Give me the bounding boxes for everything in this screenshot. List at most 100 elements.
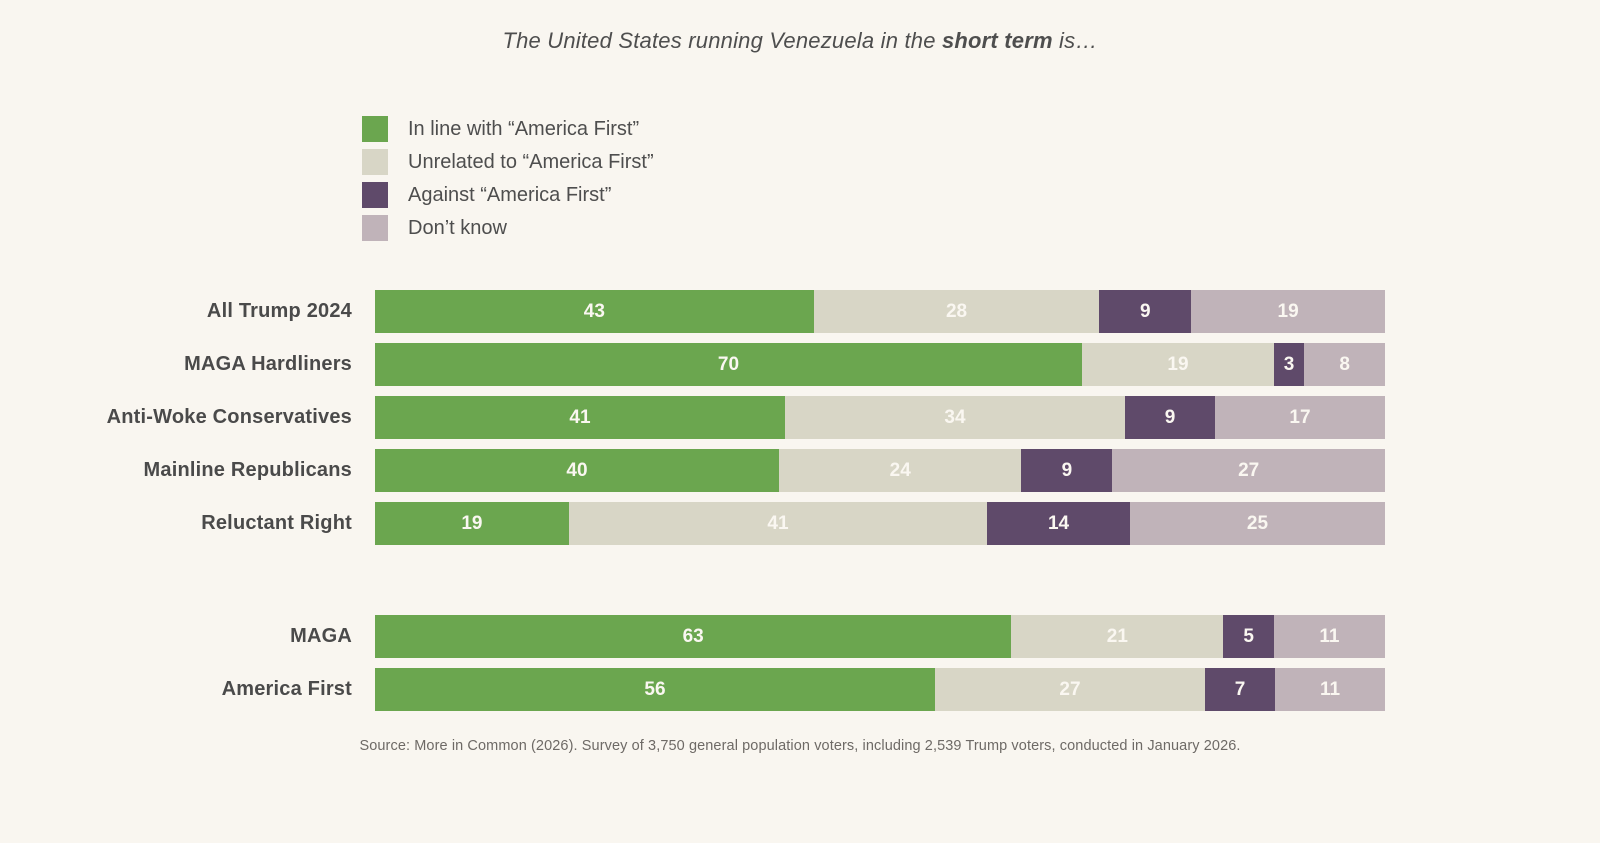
chart-row: Mainline Republicans 40 24 9 27: [0, 449, 1600, 492]
bar-segment-in-line-with-america-first: 41: [375, 396, 785, 439]
chart-row: MAGA Hardliners 70 19 3 8: [0, 343, 1600, 386]
bar-value: 14: [1047, 512, 1070, 534]
bar-segment-unrelated-to-america-first: 41: [568, 502, 988, 545]
bar-segment-against-america-first: 9: [1125, 396, 1215, 439]
chart-row: MAGA 63 21 5 11: [0, 615, 1600, 658]
bar-segment-in-line-with-america-first: 43: [375, 290, 814, 333]
bar-value: 70: [717, 353, 740, 375]
bar-value: 34: [944, 406, 966, 428]
chart-group-maga-americafirst: MAGA 63 21 5 11 America First 56 27 7 11: [0, 615, 1600, 711]
bar-segment-dont-know: 17: [1215, 396, 1385, 439]
category-label: MAGA: [290, 625, 352, 647]
bar-segment-against-america-first: 3: [1273, 343, 1305, 386]
chart-title-prefix: The United States running Venezuela in t…: [502, 28, 942, 53]
legend-label: Unrelated to “America First”: [408, 150, 654, 173]
bar-track: 41 34 9 17: [375, 396, 1385, 439]
chart-title-emphasis: short term: [941, 28, 1053, 53]
bar-value: 17: [1289, 406, 1311, 428]
source-note: Source: More in Common (2026). Survey of…: [359, 738, 1241, 754]
bar-value: 28: [945, 300, 968, 322]
category-label: America First: [221, 678, 352, 700]
legend-swatch-dont-know: [362, 215, 388, 241]
chart-title-suffix: is…: [1052, 28, 1098, 53]
bar-value: 63: [682, 625, 704, 647]
category-label: All Trump 2024: [206, 300, 352, 322]
bar-track: 40 24 9 27: [375, 449, 1386, 492]
legend-swatch-unrelated-to-america-first: [362, 149, 388, 175]
legend-item-against-america-first: Against “America First”: [362, 182, 654, 208]
chart-title: The United States running Venezuela in t…: [0, 28, 1600, 54]
bar-segment-against-america-first: 14: [987, 502, 1130, 545]
bar-segment-in-line-with-america-first: 56: [375, 668, 935, 711]
bar-segment-dont-know: 27: [1112, 449, 1386, 492]
legend-label: In line with “America First”: [408, 117, 640, 140]
bar-value: 5: [1243, 625, 1254, 647]
legend-label: Don’t know: [408, 216, 507, 239]
category-label: Mainline Republicans: [143, 459, 352, 481]
bar-value: 25: [1246, 512, 1269, 534]
bar-value: 3: [1283, 353, 1295, 375]
bar-track: 56 27 7 11: [375, 668, 1385, 711]
legend-item-dont-know: Don’t know: [362, 215, 654, 241]
bar-value: 43: [583, 300, 605, 322]
bar-track: 43 28 9 19: [375, 290, 1385, 333]
bar-segment-unrelated-to-america-first: 19: [1082, 343, 1274, 386]
bar-segment-unrelated-to-america-first: 27: [935, 668, 1205, 711]
bar-value: 19: [461, 512, 483, 534]
bar-segment-against-america-first: 9: [1099, 290, 1192, 333]
bar-value: 56: [644, 678, 666, 700]
category-label: Anti-Woke Conservatives: [106, 406, 352, 428]
bar-segment-dont-know: 11: [1275, 668, 1385, 711]
bar-value: 11: [1319, 678, 1341, 700]
bar-segment-unrelated-to-america-first: 28: [813, 290, 1100, 333]
bar-segment-unrelated-to-america-first: 34: [785, 396, 1125, 439]
category-label: MAGA Hardliners: [184, 353, 352, 375]
bar-segment-unrelated-to-america-first: 21: [1011, 615, 1224, 658]
legend-item-in-line-with-america-first: In line with “America First”: [362, 116, 654, 142]
bar-value: 27: [1059, 678, 1081, 700]
bar-segment-dont-know: 11: [1273, 615, 1385, 658]
bar-value: 7: [1234, 678, 1246, 700]
bar-segment-in-line-with-america-first: 63: [375, 615, 1012, 658]
legend-swatch-against-america-first: [362, 182, 388, 208]
bar-value: 41: [569, 406, 591, 428]
bar-value: 19: [1277, 300, 1299, 322]
legend-item-unrelated-to-america-first: Unrelated to “America First”: [362, 149, 654, 175]
group-gap: [0, 555, 1600, 615]
bar-segment-in-line-with-america-first: 70: [375, 343, 1082, 386]
chart-row: America First 56 27 7 11: [0, 668, 1600, 711]
legend-swatch-in-line-with-america-first: [362, 116, 388, 142]
chart-row: Anti-Woke Conservatives 41 34 9 17: [0, 396, 1600, 439]
bar-value: 40: [566, 459, 588, 481]
chart-row: All Trump 2024 43 28 9 19: [0, 290, 1600, 333]
bar-value: 41: [767, 512, 789, 534]
bar-value: 11: [1319, 625, 1340, 647]
chart-legend: In line with “America First” Unrelated to…: [362, 116, 654, 248]
bar-segment-in-line-with-america-first: 40: [375, 449, 779, 492]
bar-track: 70 19 3 8: [375, 343, 1385, 386]
bar-segment-against-america-first: 9: [1021, 449, 1113, 492]
bar-value: 9: [1164, 406, 1176, 428]
bar-track: 63 21 5 11: [375, 615, 1385, 658]
bar-value: 8: [1339, 353, 1350, 375]
chart-group-trump-segments: All Trump 2024 43 28 9 19 MAGA Hardliners 70 19…: [0, 290, 1600, 545]
bar-segment-unrelated-to-america-first: 24: [779, 449, 1022, 492]
bar-value: 19: [1167, 353, 1189, 375]
bar-value: 21: [1106, 625, 1128, 647]
bar-segment-dont-know: 8: [1304, 343, 1385, 386]
bar-value: 9: [1061, 459, 1073, 481]
legend-label: Against “America First”: [408, 183, 612, 206]
bar-track: 19 41 14 25: [375, 502, 1385, 545]
chart-row: Reluctant Right 19 41 14 25: [0, 502, 1600, 545]
category-label: Reluctant Right: [201, 512, 352, 534]
bar-segment-against-america-first: 7: [1205, 668, 1275, 711]
bar-value: 27: [1238, 459, 1260, 481]
bar-segment-dont-know: 25: [1129, 502, 1385, 545]
stacked-bar-chart: All Trump 2024 43 28 9 19 MAGA Hardliners 70 19…: [0, 290, 1600, 721]
bar-value: 9: [1139, 300, 1151, 322]
bar-segment-in-line-with-america-first: 19: [375, 502, 569, 545]
bar-value: 24: [889, 459, 911, 481]
bar-segment-against-america-first: 5: [1223, 615, 1274, 658]
bar-segment-dont-know: 19: [1191, 290, 1385, 333]
